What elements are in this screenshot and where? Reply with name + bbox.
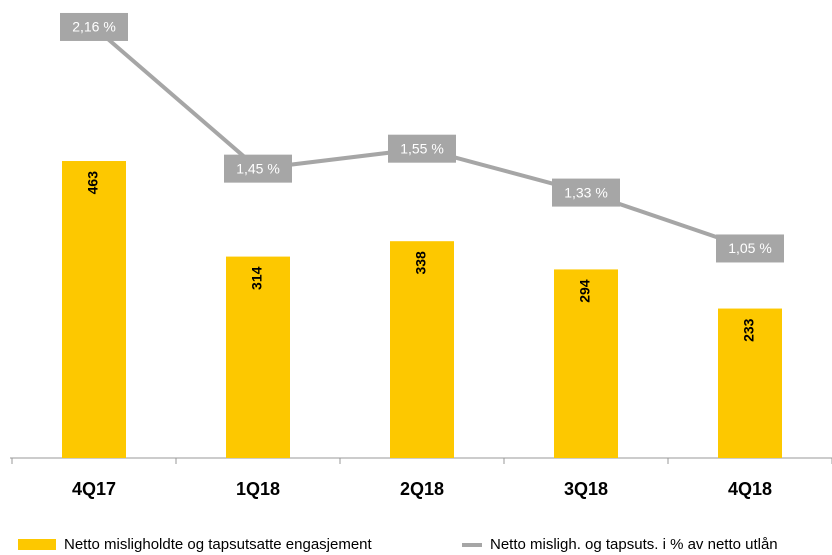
bar	[62, 161, 126, 459]
bar	[554, 269, 618, 458]
line-value-label: 1,55 %	[400, 140, 444, 156]
bar-value-label: 294	[577, 279, 593, 303]
line-value-label: 1,45 %	[236, 160, 280, 176]
bar	[390, 241, 454, 458]
line-value-label: 1,33 %	[564, 184, 608, 200]
legend-label: Netto misligholdte og tapsutsatte engasj…	[64, 536, 373, 553]
x-tick-label: 2Q18	[400, 479, 444, 499]
line-label-box	[552, 178, 620, 207]
bar-value-label: 314	[249, 266, 265, 290]
line-value-label: 1,05 %	[728, 240, 772, 256]
line-value-label: 2,16 %	[72, 19, 116, 35]
bar	[718, 308, 782, 458]
x-tick-label: 4Q17	[72, 479, 116, 499]
legend-swatch	[18, 539, 56, 550]
x-tick-label: 4Q18	[728, 479, 772, 499]
x-tick-label: 1Q18	[236, 479, 280, 499]
legend-label: Netto misligh. og tapsuts. i % av netto …	[490, 536, 778, 553]
bar-value-label: 233	[741, 318, 757, 342]
line-label-box	[716, 234, 784, 263]
line-label-box	[388, 134, 456, 163]
bar-value-label: 338	[413, 251, 429, 275]
bar	[226, 256, 290, 458]
line-label-box	[224, 154, 292, 183]
line-label-box	[60, 12, 128, 41]
x-tick-label: 3Q18	[564, 479, 608, 499]
bar-value-label: 463	[85, 171, 101, 195]
